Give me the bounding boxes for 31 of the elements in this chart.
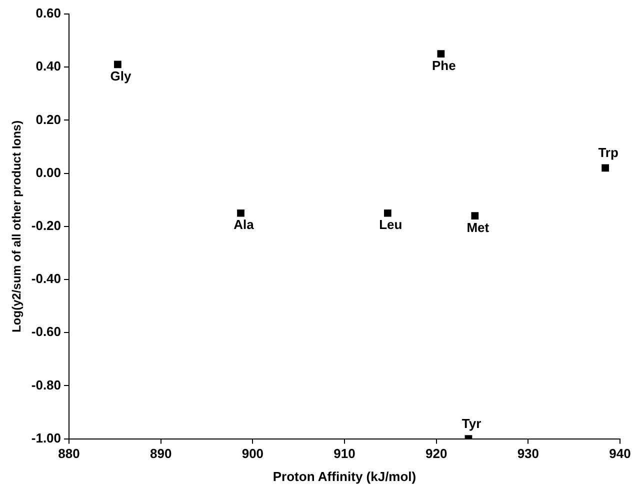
y-tick-label: -0.60 bbox=[31, 324, 62, 340]
y-tick-label: -0.40 bbox=[31, 271, 62, 286]
x-tick-label: 900 bbox=[242, 446, 264, 462]
point bbox=[114, 60, 122, 68]
annotation: Tyr bbox=[462, 416, 482, 431]
point bbox=[602, 164, 609, 172]
annotation: Phe bbox=[432, 58, 456, 73]
y-tick-label: 0.60 bbox=[36, 6, 62, 21]
point bbox=[384, 209, 392, 217]
y-tick-label: -1.00 bbox=[31, 430, 62, 446]
x-tick-label: 920 bbox=[425, 446, 448, 462]
x-axis-title: Proton Affinity (kJ/mol) bbox=[272, 468, 416, 484]
y-tick-label: -0.80 bbox=[31, 377, 62, 392]
point bbox=[237, 209, 244, 217]
point bbox=[437, 50, 445, 58]
annotation: Trp bbox=[598, 145, 618, 160]
x-tick-label: 910 bbox=[334, 446, 356, 462]
y-axis-title: Log(y2/sum of all other product Ions) bbox=[10, 120, 24, 332]
point bbox=[471, 212, 479, 220]
y-tick-label: 0.00 bbox=[36, 164, 62, 180]
y-tick-label: 0.40 bbox=[36, 58, 62, 74]
y-tick-label: -0.20 bbox=[31, 218, 62, 233]
annotation: Met bbox=[466, 220, 490, 235]
x-tick-label: 940 bbox=[609, 446, 631, 462]
x-tick-label: 880 bbox=[58, 446, 80, 462]
annotation: Ala bbox=[234, 217, 255, 232]
x-tick-label: 890 bbox=[150, 446, 172, 462]
annotation: Leu bbox=[379, 217, 402, 232]
annotation: Gly bbox=[110, 68, 132, 84]
x-tick-label: 930 bbox=[517, 446, 540, 462]
y-tick-label: 0.20 bbox=[36, 112, 62, 127]
